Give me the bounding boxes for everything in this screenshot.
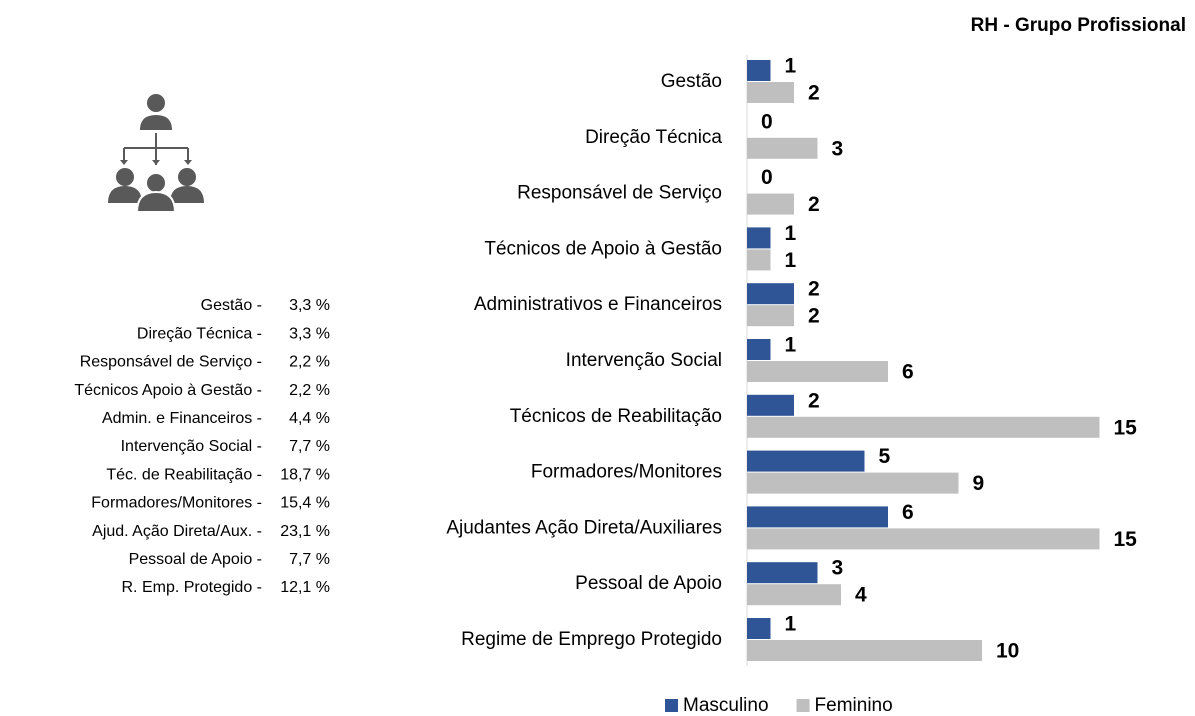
bar [747, 640, 982, 661]
data-label: 9 [973, 472, 985, 495]
legend-label: Masculino [683, 695, 769, 716]
bar [747, 528, 1100, 550]
list-label: Responsável de Serviço - [80, 354, 262, 371]
bar [747, 249, 771, 271]
data-label: 1 [785, 55, 797, 78]
category-label: Administrativos e Financeiros [474, 294, 722, 315]
list-value: 15,4 % [280, 495, 330, 512]
category-label: Ajudantes Ação Direta/Auxiliares [446, 517, 722, 538]
list-value: 4,4 % [289, 410, 330, 427]
bar [747, 394, 794, 416]
list-value: 2,2 % [289, 382, 330, 399]
category-label: Pessoal de Apoio [575, 573, 722, 594]
list-value: 23,1 % [280, 523, 330, 540]
data-label: 10 [996, 640, 1019, 663]
legend-label: Feminino [815, 695, 893, 716]
bar [747, 137, 818, 159]
bar [747, 618, 771, 639]
list-label: R. Emp. Protegido - [122, 579, 263, 596]
data-label: 6 [902, 501, 914, 524]
data-label: 1 [785, 222, 797, 245]
list-label: Ajud. Ação Direta/Aux. - [92, 523, 262, 540]
data-label: 4 [855, 584, 867, 607]
data-label: 5 [879, 445, 891, 468]
data-label: 2 [808, 82, 820, 105]
category-label: Direção Técnica [585, 127, 722, 148]
bar [747, 562, 818, 584]
data-label: 2 [808, 389, 820, 412]
bar [747, 584, 841, 606]
bar [747, 60, 771, 81]
bar [747, 472, 959, 494]
bar [747, 361, 888, 382]
data-label: 2 [808, 193, 820, 216]
list-value: 2,2 % [289, 354, 330, 371]
list-value: 12,1 % [280, 579, 330, 596]
list-value: 3,3 % [289, 297, 330, 314]
data-label: 15 [1114, 416, 1138, 439]
data-label: 3 [832, 137, 844, 160]
category-label: Intervenção Social [566, 350, 722, 371]
bar [747, 450, 865, 472]
category-label: Gestão [661, 71, 722, 92]
bar [747, 506, 888, 528]
bar [747, 339, 771, 360]
data-label: 1 [785, 613, 797, 636]
list-label: Intervenção Social - [121, 438, 262, 455]
data-label: 15 [1114, 528, 1138, 551]
list-label: Técnicos Apoio à Gestão - [74, 382, 262, 399]
list-label: Pessoal de Apoio - [129, 551, 262, 568]
list-label: Gestão - [201, 297, 262, 314]
bar [747, 82, 794, 103]
list-value: 18,7 % [280, 466, 330, 483]
data-label: 6 [902, 361, 914, 384]
legend-swatch [796, 699, 810, 712]
org-icon [108, 94, 204, 213]
list-value: 3,3 % [289, 325, 330, 342]
category-label: Técnicos de Reabilitação [510, 406, 722, 427]
category-label: Técnicos de Apoio à Gestão [484, 238, 722, 259]
bar [747, 283, 794, 305]
legend-swatch [665, 699, 678, 712]
category-label: Regime de Emprego Protegido [461, 629, 722, 650]
list-value: 7,7 % [289, 551, 330, 568]
list-label: Téc. de Reabilitação - [106, 466, 262, 483]
bar [747, 193, 794, 215]
list-label: Admin. e Financeiros - [102, 410, 262, 427]
list-value: 7,7 % [289, 438, 330, 455]
data-label: 1 [785, 334, 797, 357]
bar [747, 227, 771, 249]
list-label: Formadores/Monitores - [91, 495, 262, 512]
bar [747, 416, 1100, 438]
category-label: Responsável de Serviço [517, 183, 722, 204]
data-label: 1 [785, 249, 797, 272]
chart-title: RH - Grupo Profissional [971, 15, 1186, 36]
category-label: Formadores/Monitores [531, 462, 722, 483]
bar [747, 305, 794, 327]
data-label: 2 [808, 278, 820, 301]
data-label: 2 [808, 305, 820, 328]
data-label: 0 [761, 110, 773, 133]
data-label: 0 [761, 166, 773, 189]
list-label: Direção Técnica - [137, 325, 262, 342]
data-label: 3 [832, 557, 844, 580]
